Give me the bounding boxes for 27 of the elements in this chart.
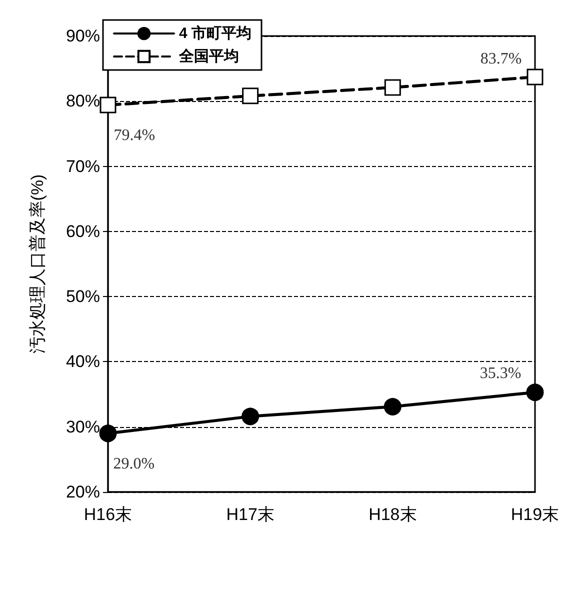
x-tick-label: H17末 (226, 505, 274, 524)
point (526, 68, 544, 86)
y-tick-label: 40% (66, 352, 100, 372)
x-tick-label: H16末 (84, 505, 132, 524)
point (100, 96, 116, 114)
point (384, 398, 402, 416)
y-axis-title: 汚水処理人口普及率(%) (28, 174, 47, 354)
y-tick-label: 80% (66, 92, 100, 111)
point (526, 384, 544, 402)
point (384, 79, 401, 96)
legend-label: 全国平均 (178, 48, 239, 65)
data-label: 29.0% (113, 456, 155, 473)
data-label: 83.7% (480, 50, 522, 68)
x-tick-label: H18末 (368, 505, 417, 524)
y-tick-label: 70% (66, 156, 100, 176)
x-tick-label: H19末 (510, 505, 560, 524)
y-tick-label: 60% (66, 222, 100, 241)
y-tick-label: 50% (66, 287, 100, 306)
legend-label: 4 市町平均 (179, 24, 252, 42)
point (99, 424, 117, 442)
data-label: 79.4% (114, 126, 156, 144)
y-tick-label: 20% (66, 482, 100, 502)
point (242, 88, 259, 104)
y-tick-label: 30% (66, 417, 100, 436)
point (242, 408, 260, 426)
data-label: 35.3% (480, 365, 522, 382)
y-tick-label: 90% (66, 26, 100, 46)
